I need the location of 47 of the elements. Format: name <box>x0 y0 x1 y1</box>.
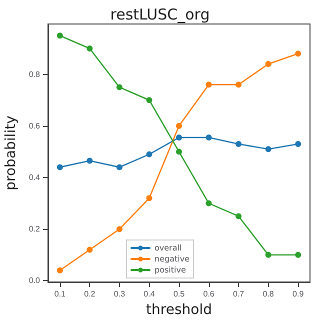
point <box>56 32 63 39</box>
point <box>295 140 302 147</box>
x-tick-label: 0.8 <box>262 290 274 298</box>
point <box>236 140 242 147</box>
point <box>206 82 212 88</box>
y-tick-label: 0.4 <box>28 173 41 182</box>
legend-label: positive <box>154 266 186 274</box>
point <box>236 82 242 88</box>
x-axis-title: threshold <box>146 302 212 318</box>
point <box>176 134 182 141</box>
point <box>86 158 93 164</box>
x-tick-label: 0.5 <box>173 290 186 298</box>
x-tick-label: 0.7 <box>232 290 245 298</box>
point <box>116 164 122 170</box>
point <box>206 134 212 141</box>
x-tick-label: 0.3 <box>114 290 126 298</box>
point <box>236 213 242 220</box>
point <box>265 252 272 258</box>
point <box>56 164 63 170</box>
point <box>146 151 152 158</box>
y-tick-label: 0.2 <box>28 224 41 234</box>
x-tick-label: 0.9 <box>292 290 304 298</box>
legend-label: overall <box>154 244 182 252</box>
point <box>116 226 122 232</box>
y-tick-label: 0.0 <box>28 276 41 286</box>
y-tick-label: 0.8 <box>28 70 41 79</box>
point <box>116 84 122 90</box>
x-tick-label: 0.2 <box>84 290 96 298</box>
point <box>295 50 302 57</box>
x-tick-label: 0.1 <box>54 290 66 298</box>
chart-title: restLUSC_org <box>110 6 210 24</box>
point <box>265 146 272 152</box>
x-tick-label: 0.6 <box>203 290 215 298</box>
legend-label: negative <box>154 254 190 264</box>
x-tick-label: 0.4 <box>144 290 156 298</box>
y-axis-title: probability <box>2 116 19 190</box>
point <box>146 97 152 104</box>
point <box>176 122 182 129</box>
point <box>176 148 182 155</box>
point <box>206 200 212 206</box>
point <box>295 252 302 258</box>
point <box>86 246 93 253</box>
y-tick-label: 0.6 <box>28 121 41 130</box>
point <box>265 60 272 67</box>
point <box>86 46 93 52</box>
point <box>146 195 152 202</box>
point <box>56 267 63 274</box>
